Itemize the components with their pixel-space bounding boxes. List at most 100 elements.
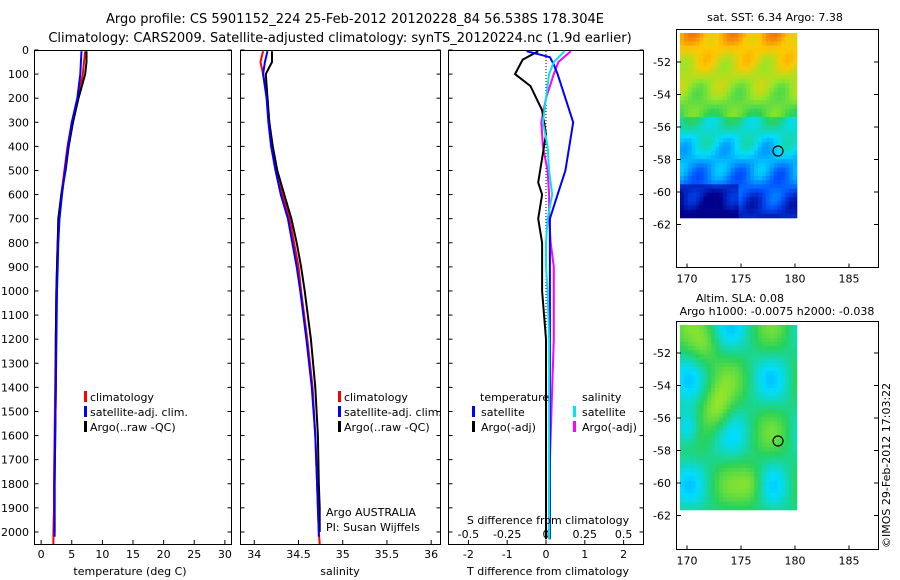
map-sla-cell bbox=[719, 404, 724, 410]
map-sla-cell bbox=[773, 392, 778, 397]
map-sla-cell bbox=[711, 379, 716, 385]
map-sst-cell bbox=[722, 91, 728, 97]
map-sst-cell bbox=[785, 100, 790, 105]
map-sla-cell bbox=[695, 434, 700, 439]
map-sla-cell bbox=[789, 472, 794, 477]
map-sla-cell bbox=[738, 484, 743, 490]
map-sla-cell bbox=[738, 476, 743, 481]
map-sst-cell bbox=[687, 209, 692, 215]
map-sla-cell bbox=[683, 476, 689, 481]
map-sst-cell bbox=[734, 196, 739, 202]
map-sst-cell bbox=[680, 146, 685, 152]
map-sst-cell bbox=[722, 83, 728, 88]
map-sst-cell bbox=[687, 41, 692, 46]
map-sla-cell bbox=[758, 325, 763, 330]
map-sla-cell bbox=[742, 459, 747, 465]
map-sla-cell bbox=[699, 417, 704, 422]
map-sst-cell bbox=[746, 49, 751, 55]
map-sst-cell bbox=[758, 70, 763, 76]
map-sla-cell bbox=[687, 442, 692, 448]
map-sst-cell bbox=[715, 91, 720, 97]
map-sst-cell bbox=[738, 112, 743, 118]
map-sst-cell bbox=[746, 201, 751, 206]
map-sla-cell bbox=[754, 417, 759, 422]
map-sla-cell bbox=[773, 493, 778, 498]
map-sst-cell bbox=[769, 49, 774, 55]
map-sla-cell bbox=[777, 438, 782, 444]
map-sst-cell bbox=[695, 142, 700, 147]
map-sst-cell bbox=[761, 209, 767, 215]
map-sla-cell bbox=[734, 501, 739, 507]
map-sst-cell bbox=[765, 91, 770, 97]
map-sla-cell bbox=[738, 488, 743, 494]
map-sla-cell bbox=[754, 362, 759, 368]
map-sst-cell bbox=[715, 45, 720, 51]
map-sla-cell bbox=[738, 497, 743, 502]
map-sst-cell bbox=[680, 133, 685, 139]
map-sla-cell bbox=[781, 446, 786, 452]
map-sst-cell bbox=[789, 188, 794, 194]
map-sst-cell bbox=[711, 45, 716, 51]
map-sst-cell bbox=[687, 150, 692, 156]
map-sst-cell bbox=[719, 159, 724, 164]
map-sst-cell bbox=[773, 167, 778, 173]
map-sla-cell bbox=[715, 388, 720, 393]
map-sla-cell bbox=[773, 425, 778, 431]
map-sla-cell bbox=[746, 446, 751, 452]
map-sst-cell bbox=[695, 70, 700, 76]
map-sst-cell bbox=[765, 146, 770, 152]
map-sst-cell bbox=[754, 96, 759, 101]
map-sla-cell bbox=[734, 337, 739, 343]
map-sla-cell bbox=[730, 379, 735, 385]
map-sst-cell bbox=[746, 96, 751, 101]
map-sla-cell bbox=[707, 404, 712, 410]
map-sla-cell bbox=[680, 430, 685, 435]
map-sst-cell bbox=[687, 37, 692, 42]
map-sla-cell bbox=[695, 421, 700, 427]
map-sla-cell bbox=[765, 421, 770, 427]
sal-x-tick-label: 35.5 bbox=[375, 548, 400, 561]
map-sla-cell bbox=[730, 484, 735, 490]
map-sla-cell bbox=[730, 354, 735, 359]
map-sst-cell bbox=[687, 54, 692, 59]
map-sla-cell bbox=[761, 493, 767, 498]
map-sla-cell bbox=[750, 421, 755, 427]
map-sla-cell bbox=[789, 341, 794, 347]
map-sst-cell bbox=[719, 83, 724, 88]
map-sla-cell bbox=[761, 392, 767, 397]
map-sla-cell bbox=[715, 451, 720, 456]
map-sst-cell bbox=[699, 180, 704, 185]
map-sst-cell bbox=[773, 91, 778, 97]
map-sst-cell bbox=[765, 104, 770, 109]
map-sst-cell bbox=[687, 83, 692, 88]
map-sla-cell bbox=[730, 417, 735, 422]
map-sla-cell bbox=[761, 430, 767, 435]
map-sst-cell bbox=[711, 150, 716, 156]
map-sst-cell bbox=[758, 188, 763, 194]
map-sst-cell bbox=[785, 79, 790, 84]
map-sst-cell bbox=[730, 100, 735, 105]
map-sla-cell bbox=[785, 493, 790, 498]
map-sst-cell bbox=[765, 37, 770, 42]
map-sla-cell bbox=[726, 459, 731, 465]
map-sst-cell bbox=[789, 87, 794, 93]
map-sst-cell bbox=[738, 209, 743, 215]
map-sst-cell bbox=[703, 62, 708, 67]
map-sla-cell bbox=[707, 350, 712, 355]
depth-tick-label: 900 bbox=[8, 261, 29, 274]
map-sst-cell bbox=[785, 121, 790, 126]
map-sst-cell bbox=[773, 175, 778, 181]
map-sst-cell bbox=[722, 129, 728, 135]
map-sst-cell bbox=[769, 138, 774, 143]
map-sst-cell bbox=[785, 150, 790, 156]
map-sst-cell bbox=[793, 154, 798, 160]
map-sla-cell bbox=[742, 388, 747, 393]
map-sla-cell bbox=[754, 413, 759, 418]
map-sla-cell bbox=[785, 434, 790, 439]
map-sla-cell bbox=[742, 341, 747, 347]
map-sst-cell bbox=[703, 83, 708, 88]
map-sla-cell bbox=[683, 484, 689, 490]
map-sst-cell bbox=[781, 108, 786, 114]
map-sst-cell bbox=[722, 146, 728, 152]
map-sst-cell bbox=[707, 125, 712, 130]
